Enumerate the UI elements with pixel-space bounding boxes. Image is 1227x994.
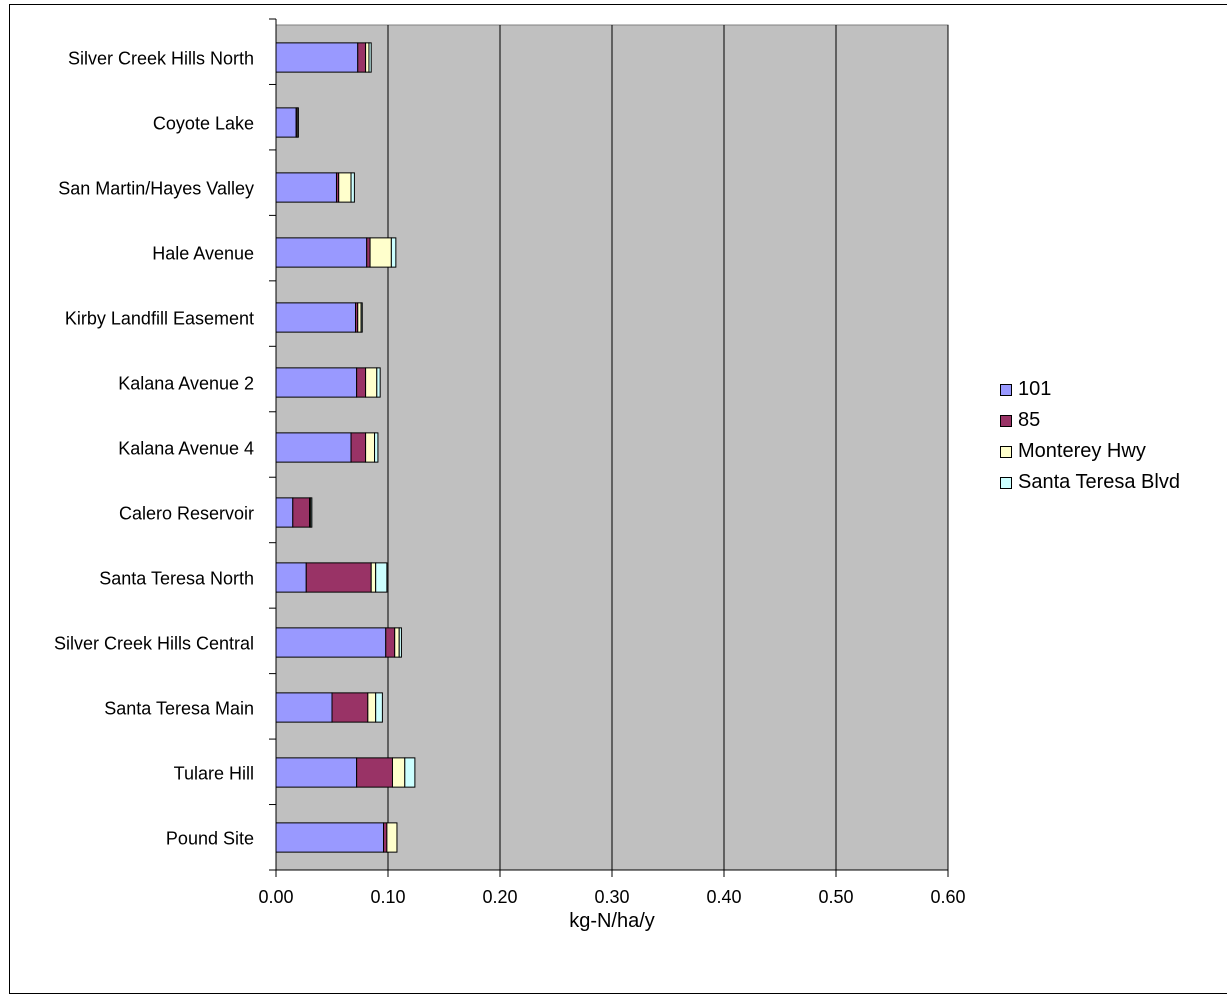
bar-segment xyxy=(374,432,379,463)
x-axis-label: kg-N/ha/y xyxy=(569,910,655,932)
bar-segment xyxy=(360,302,363,333)
bar-segment xyxy=(305,562,372,593)
bar-segment xyxy=(376,367,381,398)
bar-segment xyxy=(275,497,294,528)
y-category-label: Silver Creek Hills Central xyxy=(54,634,254,654)
bar-segment xyxy=(275,237,368,268)
y-category-label: Pound Site xyxy=(166,829,254,849)
bar-segment xyxy=(338,172,352,203)
legend-swatch xyxy=(1000,383,1012,396)
bar-segment xyxy=(275,367,358,398)
legend-item: Monterey Hwy xyxy=(1000,436,1180,467)
bar-segment xyxy=(357,42,367,73)
bar-segment xyxy=(296,107,299,138)
x-tick-label: 0.20 xyxy=(482,887,517,907)
bar-segment xyxy=(390,237,397,268)
x-tick-label: 0.10 xyxy=(370,887,405,907)
x-tick-label: 0.40 xyxy=(706,887,741,907)
legend-swatch xyxy=(1000,476,1012,489)
legend-label: 85 xyxy=(1018,409,1041,431)
y-category-label: Kalana Avenue 4 xyxy=(118,439,254,459)
bar-segment xyxy=(275,432,352,463)
bar-segment xyxy=(356,757,393,788)
bar-segment xyxy=(275,822,385,853)
bar-segment xyxy=(275,692,333,723)
bar-segment xyxy=(275,302,357,333)
bar-segment xyxy=(365,42,370,73)
bar-segment xyxy=(356,367,367,398)
x-tick-label: 0.00 xyxy=(258,887,293,907)
y-category-label: Kalana Avenue 2 xyxy=(118,374,254,394)
bar-segment xyxy=(350,432,367,463)
bar-segment xyxy=(275,42,359,73)
bar-segment xyxy=(383,822,388,853)
bar-segment xyxy=(275,172,337,203)
bar-segment xyxy=(350,172,355,203)
bar-segment xyxy=(275,757,358,788)
x-tick-label: 0.30 xyxy=(594,887,629,907)
bar-segment xyxy=(292,497,311,528)
legend-label: Santa Teresa Blvd xyxy=(1018,471,1180,493)
y-category-label: Hale Avenue xyxy=(152,244,254,264)
legend-item: Santa Teresa Blvd xyxy=(1000,467,1180,498)
bar-segment xyxy=(366,237,371,268)
bar-segment xyxy=(275,107,297,138)
bar-segment xyxy=(310,497,313,528)
bar-segment xyxy=(370,562,377,593)
bar-segment xyxy=(365,367,378,398)
bar-segment xyxy=(391,757,406,788)
bar-segment xyxy=(357,302,362,333)
bar-segment xyxy=(275,627,387,658)
y-category-label: Coyote Lake xyxy=(153,114,254,134)
bar-segment xyxy=(375,692,383,723)
legend-item: 85 xyxy=(1000,405,1180,436)
legend: 101 85 Monterey Hwy Santa Teresa Blvd xyxy=(1000,374,1180,498)
bar-segment xyxy=(398,627,402,658)
bar-segment xyxy=(385,627,396,658)
y-category-label: Santa Teresa North xyxy=(99,569,254,589)
bar-segment xyxy=(369,237,392,268)
bars xyxy=(275,42,416,853)
legend-label: 101 xyxy=(1018,378,1052,400)
legend-swatch xyxy=(1000,445,1012,458)
gridlines xyxy=(387,25,949,870)
y-category-label: Tulare Hill xyxy=(174,764,254,784)
bar-segment xyxy=(404,757,416,788)
y-category-labels: Silver Creek Hills North Coyote Lake San M… xyxy=(54,49,254,849)
bar-segment xyxy=(331,692,369,723)
bar-segment xyxy=(365,432,376,463)
y-category-label: Kirby Landfill Easement xyxy=(65,309,254,329)
bar-segment xyxy=(375,562,388,593)
bar-segment xyxy=(386,822,398,853)
bar-segment xyxy=(368,42,372,73)
legend-item: 101 xyxy=(1000,374,1180,405)
y-category-label: Calero Reservoir xyxy=(119,504,254,524)
y-category-label: Silver Creek Hills North xyxy=(68,49,254,69)
y-category-label: San Martin/Hayes Valley xyxy=(58,179,254,199)
bar-segment xyxy=(367,692,377,723)
y-category-label: Santa Teresa Main xyxy=(104,699,254,719)
legend-label: Monterey Hwy xyxy=(1018,440,1146,462)
x-tick-labels: 0.00 0.10 0.20 0.30 0.40 0.50 0.60 xyxy=(258,887,965,907)
bar-segment xyxy=(275,562,307,593)
axes xyxy=(269,18,949,877)
x-tick-label: 0.50 xyxy=(818,887,853,907)
x-tick-label: 0.60 xyxy=(930,887,965,907)
legend-swatch xyxy=(1000,414,1012,427)
bar-segment xyxy=(394,627,400,658)
